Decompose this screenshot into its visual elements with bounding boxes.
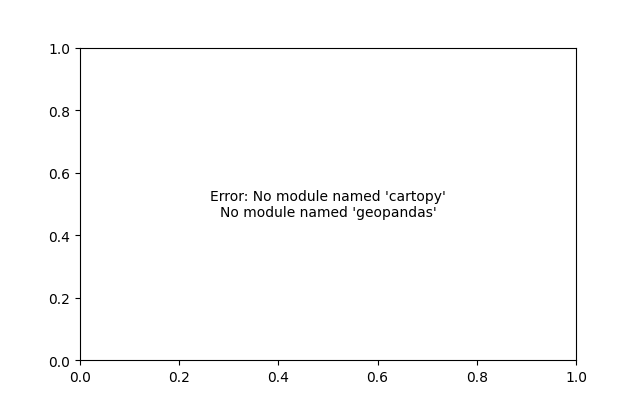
Text: Error: No module named 'cartopy'
No module named 'geopandas': Error: No module named 'cartopy' No modu…	[210, 190, 446, 220]
